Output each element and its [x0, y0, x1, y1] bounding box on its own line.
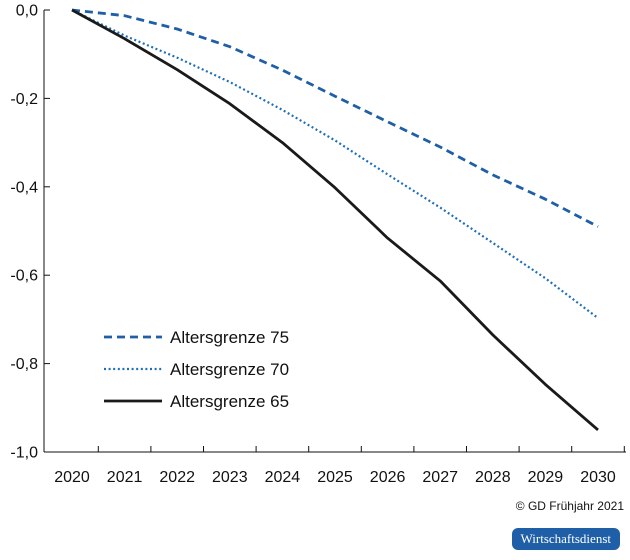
- y-axis: 0,0 -0,2 -0,4 -0,6 -0,8 -1,0: [10, 3, 50, 462]
- x-tick-label: 2027: [422, 469, 458, 486]
- series-lines: [71, 8, 599, 431]
- x-tick-label: 2025: [317, 469, 353, 486]
- x-tick-label: 2026: [370, 469, 406, 486]
- y-tick-label: -0,4: [10, 179, 38, 196]
- y-tick-label: -1,0: [10, 445, 38, 462]
- x-tick-label: 2021: [107, 469, 143, 486]
- x-tick-label: 2022: [159, 469, 195, 486]
- brand-badge: Wirtschaftsdienst: [511, 528, 620, 550]
- y-tick-label: -0,6: [10, 268, 38, 285]
- legend-label: Altersgrenze 70: [170, 360, 289, 379]
- y-tick-label: -0,2: [10, 91, 38, 108]
- x-tick-label: 2020: [54, 469, 90, 486]
- x-tick-label: 2030: [580, 469, 616, 486]
- copyright-note: © GD Frühjahr 2021: [515, 499, 624, 513]
- x-tick-label: 2029: [528, 469, 564, 486]
- series-line-3: [71, 8, 599, 431]
- y-tick-label: -0,8: [10, 356, 38, 373]
- x-tick-label: 2023: [212, 469, 248, 486]
- legend-label: Altersgrenze 65: [170, 392, 289, 411]
- series-line-2: [71, 9, 599, 319]
- series-line-1: [71, 8, 599, 228]
- legend-label: Altersgrenze 75: [170, 328, 289, 347]
- x-axis: 2020 2021 2022 2023 2024 2025 2026 2027 2028 2029…: [44, 446, 626, 486]
- y-tick-label: 0,0: [16, 3, 38, 20]
- x-tick-label: 2024: [265, 469, 301, 486]
- legend: Altersgrenze 75 Altersgrenze 70 Altersgren…: [104, 328, 289, 411]
- x-tick-label: 2028: [475, 469, 511, 486]
